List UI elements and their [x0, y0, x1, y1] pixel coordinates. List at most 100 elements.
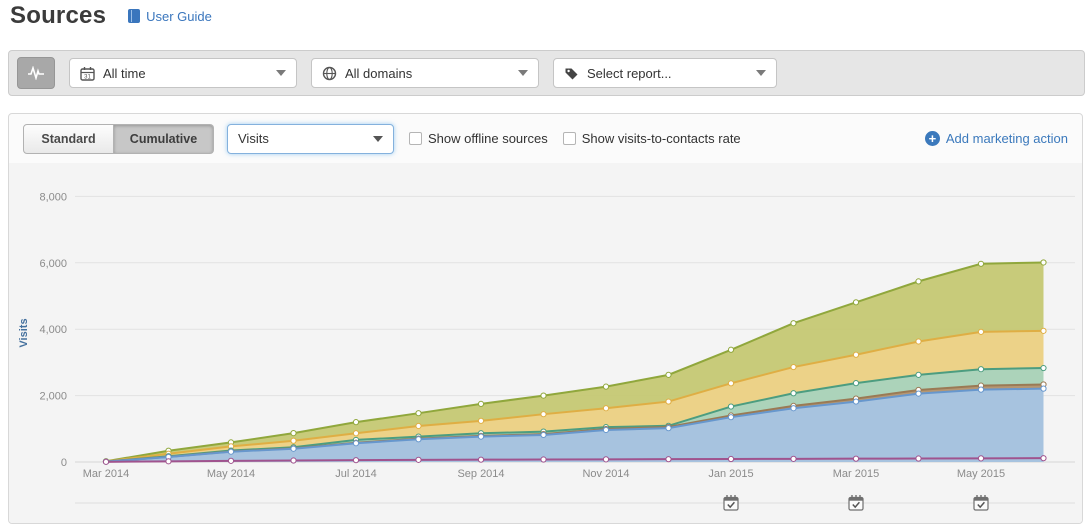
chart-toolbar: Standard Cumulative Visits Show offline …: [9, 114, 1082, 163]
data-point-marker[interactable]: [852, 398, 860, 405]
data-point-marker[interactable]: [602, 456, 610, 463]
data-point-marker[interactable]: [290, 430, 297, 437]
data-point-marker[interactable]: [915, 455, 922, 462]
data-point-marker[interactable]: [540, 411, 547, 418]
visits-to-contacts-checkbox-group[interactable]: Show visits-to-contacts rate: [562, 131, 741, 146]
data-point-marker[interactable]: [977, 455, 985, 462]
y-tick-label: 8,000: [39, 191, 67, 203]
data-point-marker[interactable]: [915, 278, 922, 285]
metric-value: Visits: [238, 131, 269, 146]
data-point-marker[interactable]: [477, 456, 485, 463]
data-point-marker[interactable]: [665, 456, 672, 463]
data-point-marker[interactable]: [977, 386, 985, 393]
x-tick-label: Mar 2014: [83, 468, 129, 480]
data-point-marker[interactable]: [1040, 259, 1047, 266]
data-point-marker[interactable]: [540, 431, 547, 439]
cumulative-tab[interactable]: Cumulative: [114, 123, 214, 154]
data-point-marker[interactable]: [790, 405, 797, 412]
data-point-marker[interactable]: [352, 430, 360, 437]
data-point-marker[interactable]: [727, 380, 735, 387]
visits-area-chart[interactable]: 0 2,000 4,000 6,000 8,000 Visits Mar 2014 May 2…: [9, 163, 1082, 523]
data-point-marker[interactable]: [227, 457, 235, 464]
data-point-marker[interactable]: [415, 456, 422, 463]
data-point-marker[interactable]: [540, 392, 547, 399]
domain-value: All domains: [345, 65, 413, 81]
data-point-marker[interactable]: [102, 458, 110, 465]
marketing-action-calendar-icon[interactable]: [723, 495, 739, 511]
report-dropdown[interactable]: Select report...: [553, 58, 777, 88]
x-tick-label: Jan 2015: [708, 468, 753, 480]
user-guide-label: User Guide: [146, 8, 212, 24]
data-point-marker[interactable]: [852, 351, 860, 358]
visits-to-contacts-checkbox[interactable]: [562, 132, 576, 145]
line-series-olive: [105, 261, 1044, 463]
x-tick-label: Mar 2015: [833, 468, 879, 480]
date-range-dropdown[interactable]: 31 All time: [69, 58, 297, 88]
visits-to-contacts-label: Show visits-to-contacts rate: [581, 131, 741, 146]
domain-dropdown[interactable]: All domains: [311, 58, 539, 88]
data-point-marker[interactable]: [915, 371, 922, 378]
standard-tab[interactable]: Standard: [23, 123, 114, 154]
data-point-marker[interactable]: [165, 458, 172, 465]
data-point-marker[interactable]: [790, 390, 797, 397]
data-point-marker[interactable]: [477, 417, 485, 424]
data-point-marker[interactable]: [852, 299, 860, 306]
tag-icon: [564, 66, 579, 81]
data-point-marker[interactable]: [665, 371, 672, 378]
chart-type-button[interactable]: [17, 57, 55, 89]
data-point-marker[interactable]: [977, 366, 985, 373]
data-point-marker[interactable]: [602, 383, 610, 390]
data-point-marker[interactable]: [415, 410, 422, 417]
view-toggle: Standard Cumulative: [23, 123, 214, 154]
calendar-icon: 31: [80, 66, 95, 81]
marketing-action-calendar-icon[interactable]: [848, 495, 864, 511]
data-point-marker[interactable]: [415, 422, 422, 430]
x-tick-label: Sep 2014: [457, 468, 504, 480]
data-point-marker[interactable]: [1040, 455, 1047, 462]
data-point-marker[interactable]: [977, 328, 985, 335]
data-point-marker[interactable]: [790, 363, 797, 371]
marketing-action-calendar-icon[interactable]: [973, 495, 989, 511]
data-point-marker[interactable]: [727, 414, 735, 421]
data-point-marker[interactable]: [290, 457, 297, 464]
data-point-marker[interactable]: [727, 455, 735, 463]
data-point-marker[interactable]: [1040, 364, 1047, 372]
data-point-marker[interactable]: [415, 436, 422, 443]
x-tick-label: Jul 2014: [335, 468, 377, 480]
data-point-marker[interactable]: [665, 425, 672, 432]
data-point-marker[interactable]: [665, 398, 672, 405]
data-point-marker[interactable]: [727, 403, 735, 410]
data-point-marker[interactable]: [477, 433, 485, 440]
data-point-marker[interactable]: [352, 419, 360, 426]
data-point-marker[interactable]: [790, 455, 797, 462]
chevron-down-icon: [756, 70, 766, 76]
data-point-marker[interactable]: [352, 457, 360, 464]
metric-select[interactable]: Visits: [227, 123, 394, 154]
data-point-marker[interactable]: [602, 426, 610, 434]
data-point-marker[interactable]: [477, 400, 485, 407]
svg-text:31: 31: [84, 74, 91, 80]
data-point-marker[interactable]: [852, 380, 860, 387]
data-point-marker[interactable]: [540, 456, 547, 463]
data-point-marker[interactable]: [290, 437, 297, 444]
data-point-marker[interactable]: [602, 405, 610, 412]
data-point-marker[interactable]: [227, 448, 235, 455]
data-point-marker[interactable]: [790, 320, 797, 327]
data-point-marker[interactable]: [1040, 385, 1047, 392]
data-point-marker[interactable]: [352, 440, 360, 447]
offline-sources-checkbox[interactable]: [409, 132, 422, 145]
data-point-marker[interactable]: [915, 390, 922, 397]
line-series-yellow: [105, 329, 1044, 463]
x-tick-label: May 2014: [207, 468, 255, 480]
data-point-marker[interactable]: [977, 260, 985, 267]
data-point-marker[interactable]: [1040, 327, 1047, 334]
data-point-marker[interactable]: [915, 338, 922, 345]
offline-sources-checkbox-group[interactable]: Show offline sources: [409, 131, 548, 146]
offline-sources-label: Show offline sources: [428, 131, 548, 146]
chevron-down-icon: [276, 70, 286, 76]
data-point-marker[interactable]: [852, 455, 860, 462]
data-point-marker[interactable]: [727, 346, 735, 353]
add-marketing-action-link[interactable]: + Add marketing action: [924, 131, 1068, 146]
data-point-marker[interactable]: [290, 445, 297, 452]
user-guide-link[interactable]: User Guide: [128, 9, 212, 24]
